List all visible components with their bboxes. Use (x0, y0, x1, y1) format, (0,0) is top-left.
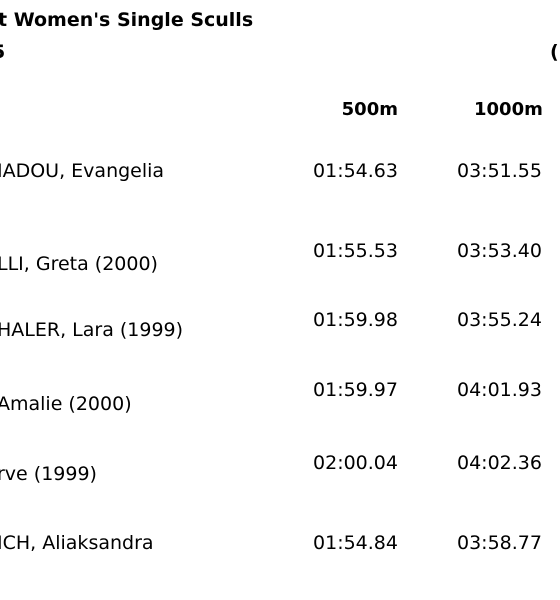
split-time-500m: 01:59.98 (313, 309, 398, 331)
split-time-1000m: 03:55.24 (457, 309, 542, 331)
athlete-name: Amalie (2000) (0, 393, 132, 415)
split-time-500m: 01:54.63 (313, 160, 398, 182)
athlete-name: ICH, Aliaksandra (0, 532, 154, 554)
split-time-500m: 01:59.97 (313, 379, 398, 401)
split-time-1000m: 04:01.93 (457, 379, 542, 401)
event-title-line-1: t Women's Single Sculls (0, 9, 254, 31)
column-header-500m: 500m (341, 99, 398, 120)
athlete-name: HALER, Lara (1999) (0, 319, 184, 341)
split-time-1000m: 03:53.40 (457, 240, 542, 262)
column-header-1000m: 1000m (474, 99, 543, 120)
split-time-500m: 01:55.53 (313, 240, 398, 262)
header-corner-fragment: ( (550, 41, 559, 63)
event-title-line-2: 5 (0, 43, 5, 62)
split-time-1000m: 04:02.36 (457, 452, 542, 474)
athlete-name: rve (1999) (0, 463, 97, 485)
split-time-500m: 01:54.84 (313, 532, 398, 554)
athlete-name: IADOU, Evangelia (0, 160, 165, 182)
athlete-name: LLI, Greta (2000) (0, 253, 158, 275)
split-time-500m: 02:00.04 (313, 452, 398, 474)
split-time-1000m: 03:51.55 (457, 160, 542, 182)
split-time-1000m: 03:58.77 (457, 532, 542, 554)
